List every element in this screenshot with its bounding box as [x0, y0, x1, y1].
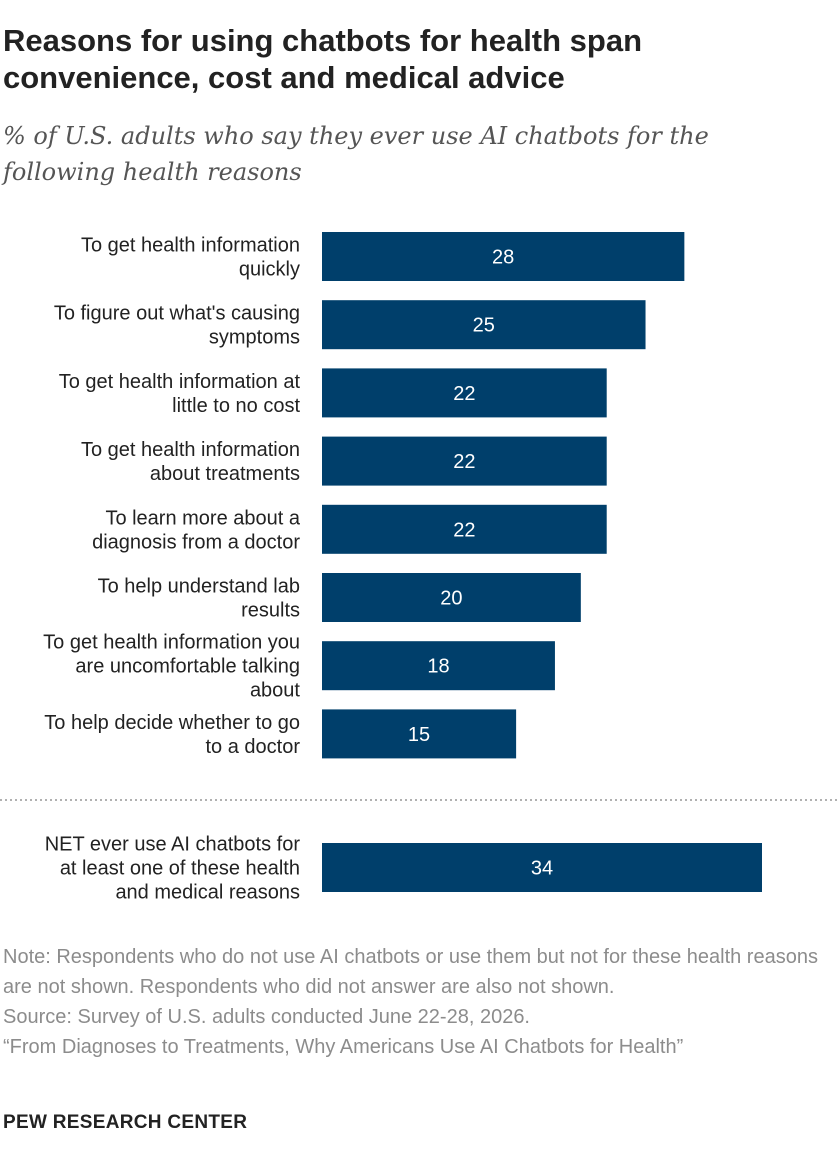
chart-title: Reasons for using chatbots for health sp…: [3, 23, 643, 95]
notes-block: Note: Respondents who do not use AI chat…: [3, 942, 833, 1062]
bar-1-category-label: symptoms: [209, 327, 300, 349]
bar-0-category-label: quickly: [239, 259, 300, 281]
net-value-label: 34: [531, 858, 553, 880]
bar-6-bar: [322, 641, 555, 691]
net-bar: [322, 843, 762, 892]
bar-3-category-label: about treatments: [150, 463, 300, 485]
net-category-label: at least one of these health: [60, 858, 300, 880]
bar-2-category-label: little to no cost: [172, 395, 300, 417]
bar-6-category-label: are uncomfortable talking: [75, 656, 300, 678]
brand-logo-text: PEW RESEARCH CENTER: [3, 1112, 248, 1133]
net-category-label: NET ever use AI chatbots for: [45, 834, 301, 856]
bar-4-value-label: 22: [453, 519, 475, 541]
bar-1-category-label: To figure out what's causing: [54, 303, 300, 325]
bar-6-value-label: 18: [427, 656, 449, 678]
net-category-label: and medical reasons: [115, 882, 300, 904]
bar-2-value-label: 22: [453, 383, 475, 405]
bar-7-category-label: To help decide whether to go: [44, 712, 300, 734]
bar-1-bar: [322, 300, 646, 350]
bar-2-category-label: To get health information at: [59, 371, 301, 393]
bar-3-bar: [322, 436, 607, 486]
bar-7-bar: [322, 709, 517, 759]
chart-subtitle: % of U.S. adults who say they ever use A…: [3, 122, 709, 186]
bar-0-bar: [322, 232, 685, 281]
bar-3-value-label: 22: [453, 451, 475, 473]
bar-3-category-label: To get health information: [81, 439, 300, 461]
bar-0-category-label: To get health information: [81, 235, 300, 257]
bar-7-value-label: 15: [408, 724, 430, 746]
source-text: Source: Survey of U.S. adults conducted …: [3, 1006, 530, 1028]
bar-0-value-label: 28: [492, 247, 514, 269]
bar-5-category-label: results: [241, 600, 300, 622]
report-title-text: “From Diagnoses to Treatments, Why Ameri…: [3, 1036, 684, 1058]
bar-7-category-label: to a doctor: [205, 736, 300, 758]
bar-6-category-label: about: [250, 680, 300, 702]
bar-2-bar: [322, 368, 607, 418]
bar-6-category-label: To get health information you: [43, 632, 300, 654]
bar-4-category-label: To learn more about a: [105, 507, 300, 529]
bar-5-category-label: To help understand lab: [98, 576, 300, 598]
bar-4-bar: [322, 504, 607, 554]
bar-5-bar: [322, 573, 581, 622]
note-text: Note: Respondents who do not use AI chat…: [3, 946, 818, 998]
bar-5-value-label: 20: [440, 588, 462, 610]
bar-4-category-label: diagnosis from a doctor: [92, 531, 300, 553]
bar-1-value-label: 25: [473, 315, 495, 337]
